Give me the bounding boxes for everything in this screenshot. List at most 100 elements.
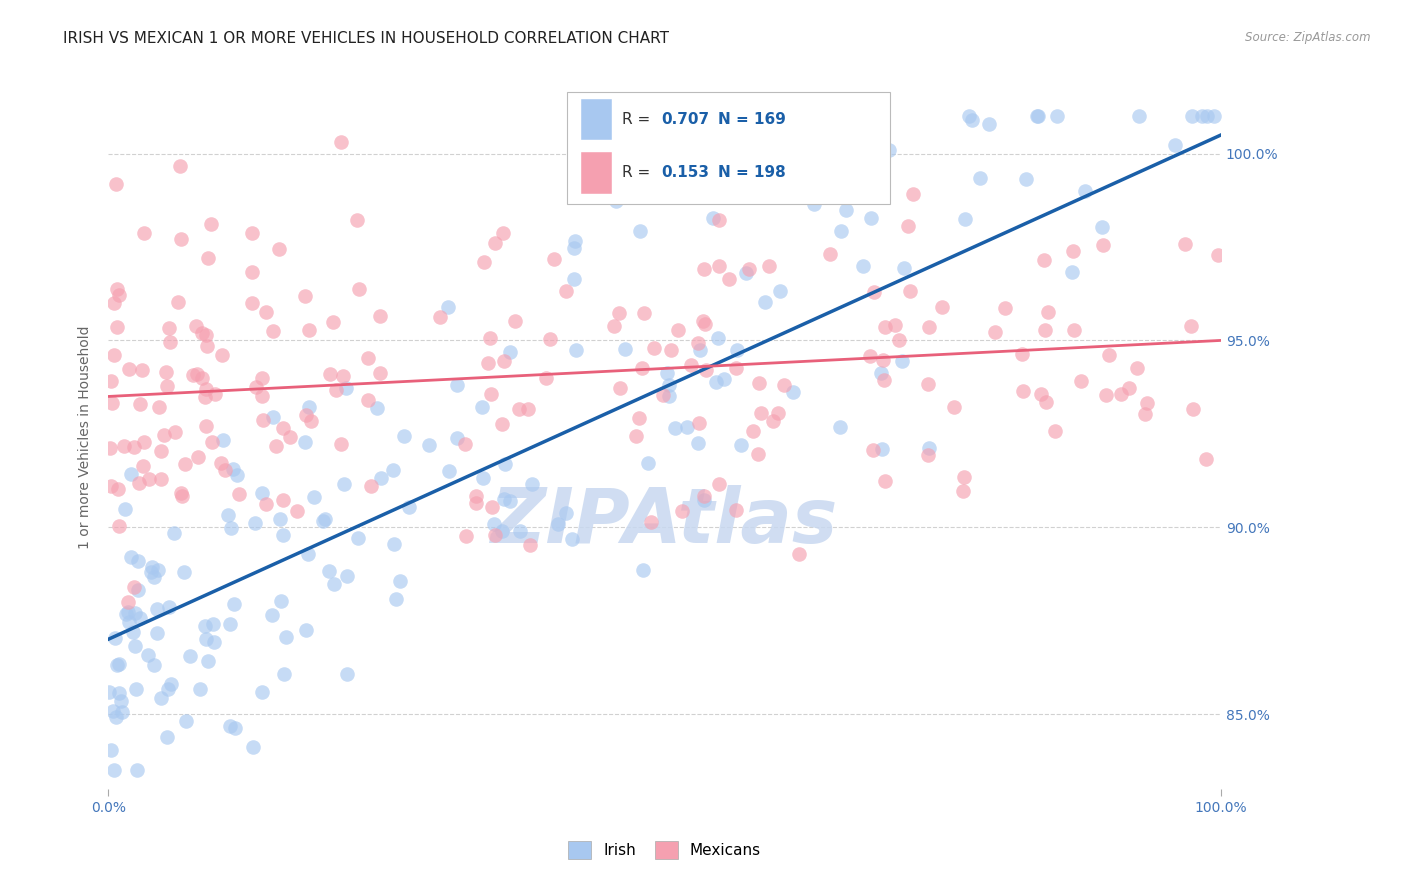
Point: [209, 456, 232, 470]
Point: [117, 361, 139, 376]
Point: [547, 516, 569, 531]
Point: [1046, 109, 1069, 123]
Point: [1063, 323, 1085, 337]
Point: [671, 504, 693, 518]
Point: [314, 512, 336, 526]
Point: [707, 476, 730, 491]
Point: [859, 211, 882, 226]
Point: [479, 387, 502, 401]
Point: [828, 109, 851, 123]
Point: [330, 436, 353, 450]
Point: [269, 512, 291, 526]
Point: [1128, 109, 1150, 123]
Point: [141, 559, 163, 574]
Point: [555, 506, 578, 520]
Point: [107, 657, 129, 672]
Point: [1111, 386, 1133, 401]
Point: [1070, 374, 1092, 388]
Point: [149, 691, 172, 706]
Point: [201, 617, 224, 632]
Point: [742, 424, 765, 438]
Point: [145, 625, 167, 640]
Point: [330, 135, 353, 149]
Point: [1095, 387, 1118, 401]
Point: [562, 241, 585, 255]
Point: [707, 331, 730, 345]
Point: [478, 330, 501, 344]
Point: [201, 434, 224, 449]
Point: [1174, 236, 1197, 251]
Point: [346, 213, 368, 227]
Point: [471, 471, 494, 485]
Point: [262, 324, 284, 338]
Point: [101, 704, 124, 718]
Point: [262, 410, 284, 425]
Text: Source: ZipAtlas.com: Source: ZipAtlas.com: [1246, 31, 1371, 45]
Point: [658, 389, 681, 403]
Point: [100, 479, 122, 493]
Point: [686, 336, 709, 351]
Point: [318, 564, 340, 578]
Point: [872, 352, 894, 367]
Point: [319, 367, 342, 381]
Point: [517, 401, 540, 416]
Point: [849, 109, 872, 123]
Point: [707, 213, 730, 227]
Point: [181, 368, 204, 382]
Point: [605, 194, 627, 209]
Point: [820, 150, 842, 164]
Point: [294, 434, 316, 449]
Point: [145, 602, 167, 616]
Point: [262, 607, 284, 622]
Point: [873, 475, 896, 489]
Point: [295, 408, 318, 422]
Point: [1195, 452, 1218, 467]
Point: [446, 377, 468, 392]
Point: [122, 440, 145, 454]
Point: [271, 421, 294, 435]
Point: [170, 485, 193, 500]
Point: [631, 564, 654, 578]
Point: [250, 685, 273, 699]
Point: [520, 476, 543, 491]
Point: [472, 254, 495, 268]
Point: [508, 402, 530, 417]
Point: [1091, 220, 1114, 235]
Point: [252, 485, 274, 500]
Point: [477, 356, 499, 370]
Point: [271, 528, 294, 542]
Point: [156, 379, 179, 393]
Point: [294, 289, 316, 303]
Point: [688, 436, 710, 450]
Point: [194, 390, 217, 404]
Point: [157, 599, 180, 614]
Point: [897, 219, 920, 233]
Point: [661, 343, 683, 357]
Point: [336, 568, 359, 582]
Point: [628, 224, 651, 238]
Point: [381, 463, 404, 477]
Point: [195, 632, 218, 646]
Point: [543, 252, 565, 266]
Point: [347, 282, 370, 296]
Point: [214, 463, 236, 477]
Point: [651, 387, 673, 401]
Point: [454, 436, 477, 450]
Point: [129, 397, 152, 411]
Point: [357, 351, 380, 366]
Point: [738, 262, 761, 277]
Point: [117, 615, 139, 630]
Point: [360, 479, 382, 493]
Point: [219, 617, 242, 632]
Point: [138, 472, 160, 486]
Point: [870, 366, 893, 380]
Point: [150, 472, 173, 486]
Point: [195, 382, 218, 396]
Point: [159, 334, 181, 349]
Point: [124, 681, 146, 696]
Text: R =: R =: [621, 165, 655, 180]
Point: [534, 371, 557, 385]
Text: 0.707: 0.707: [661, 112, 710, 127]
Point: [769, 284, 792, 298]
Point: [918, 442, 941, 456]
